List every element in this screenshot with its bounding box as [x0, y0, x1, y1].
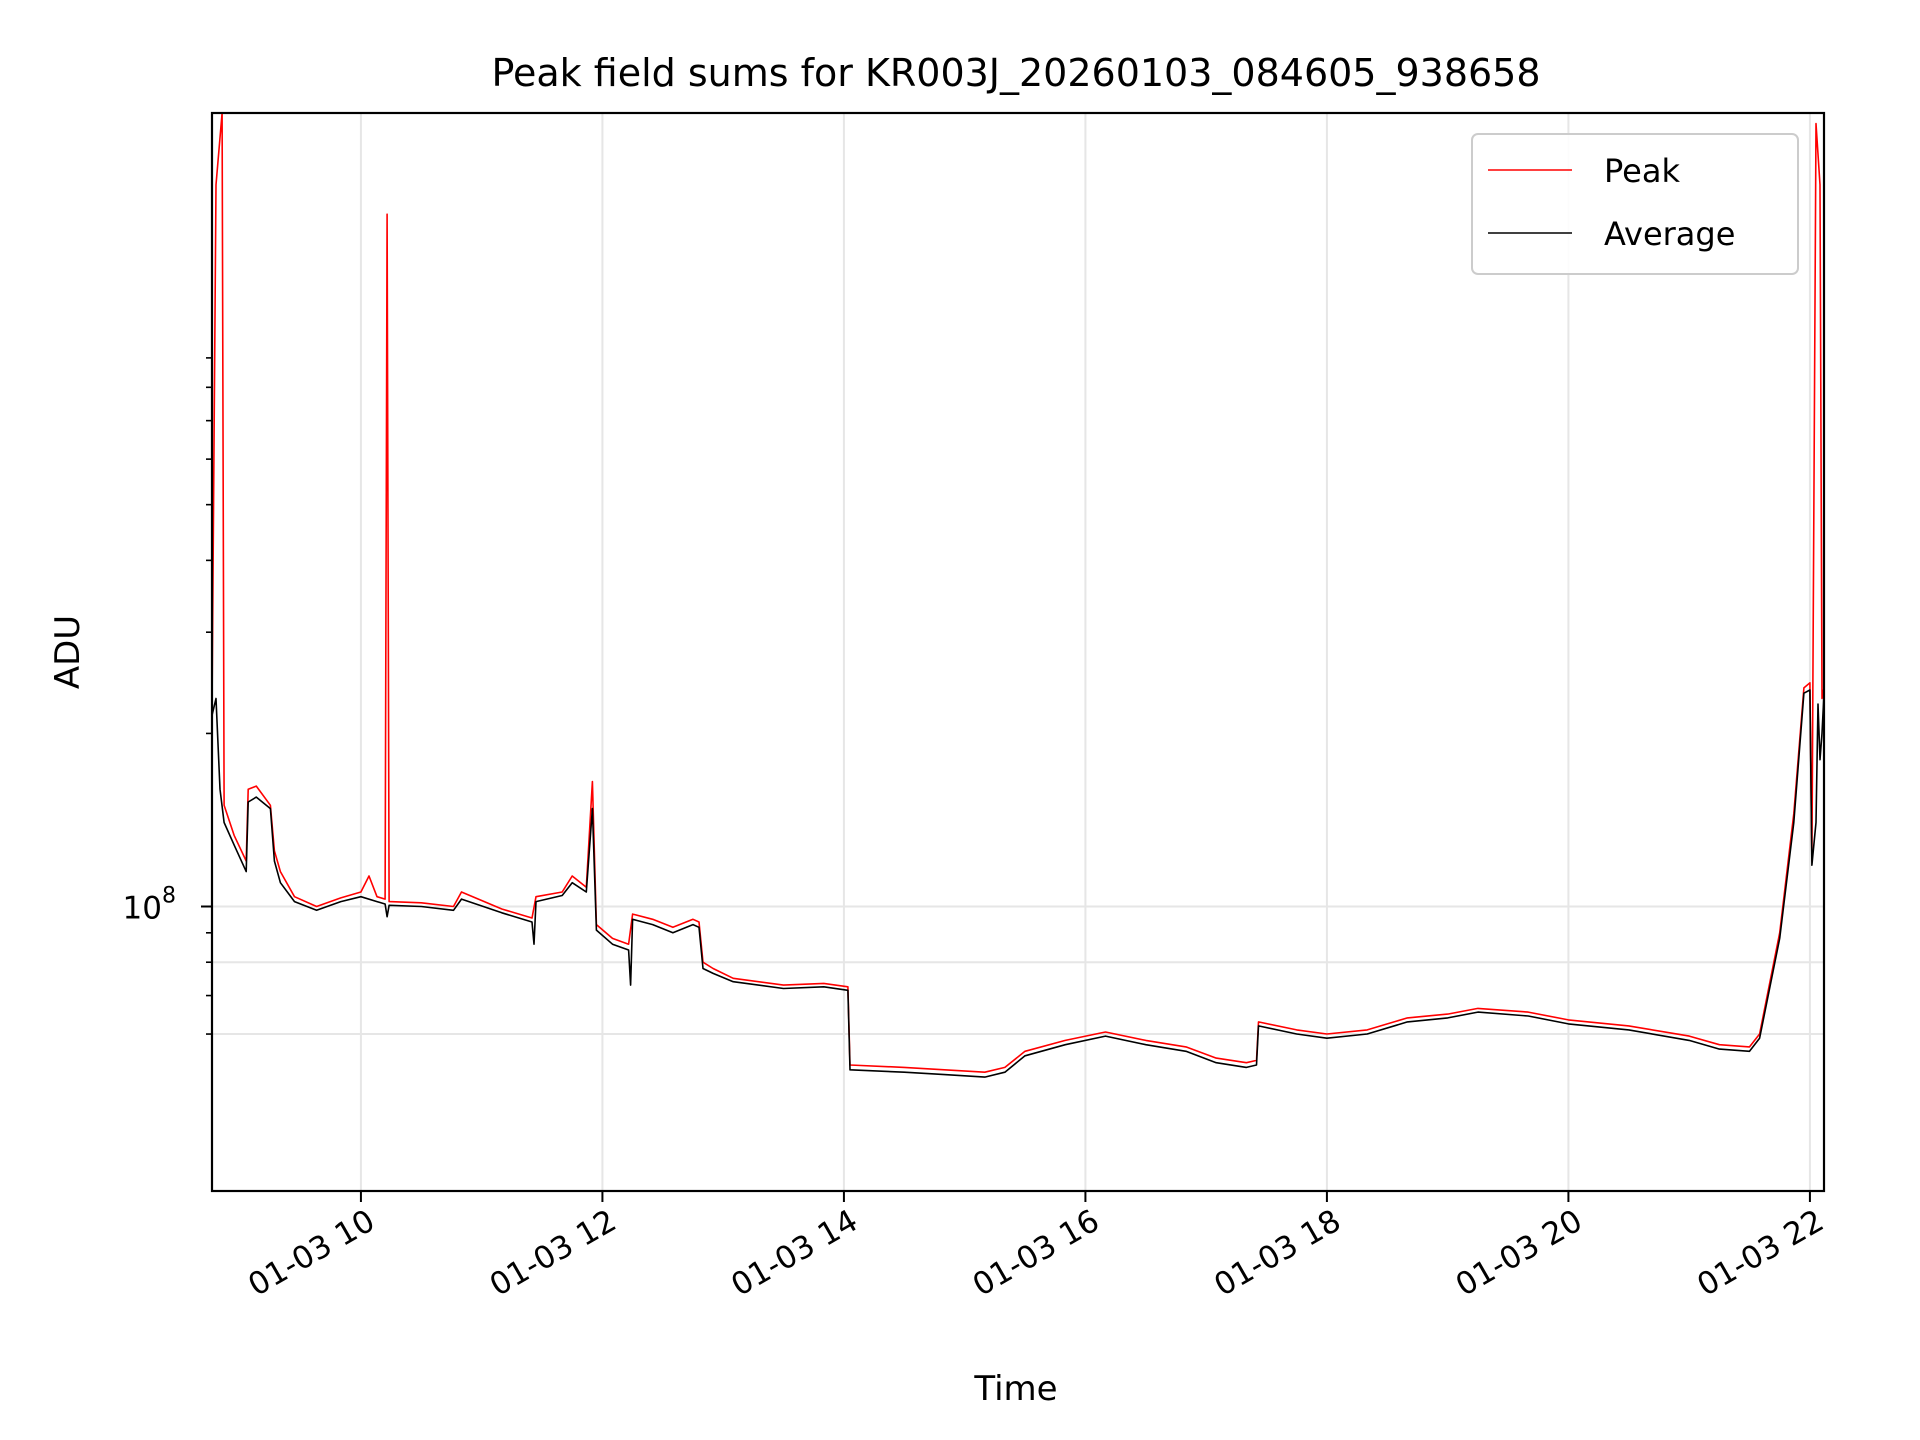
legend-label-peak: Peak: [1604, 152, 1680, 190]
legend-label-average: Average: [1604, 215, 1735, 253]
y-tick-exponent: 8: [162, 884, 176, 909]
x-axis-label: Time: [973, 1369, 1057, 1409]
series-line-average: [212, 689, 1824, 1078]
legend-box: [1471, 133, 1799, 275]
grid-lines: [212, 113, 1824, 1191]
plot-frame: [210, 111, 1826, 1193]
chart-title: Peak field sums for KR003J_20260103_0846…: [491, 51, 1540, 95]
series-layer: [212, 113, 1824, 1078]
y-axis-label: ADU: [48, 615, 88, 689]
legend: Peak Average: [1471, 133, 1799, 275]
series-line-peak: [212, 113, 1824, 1073]
